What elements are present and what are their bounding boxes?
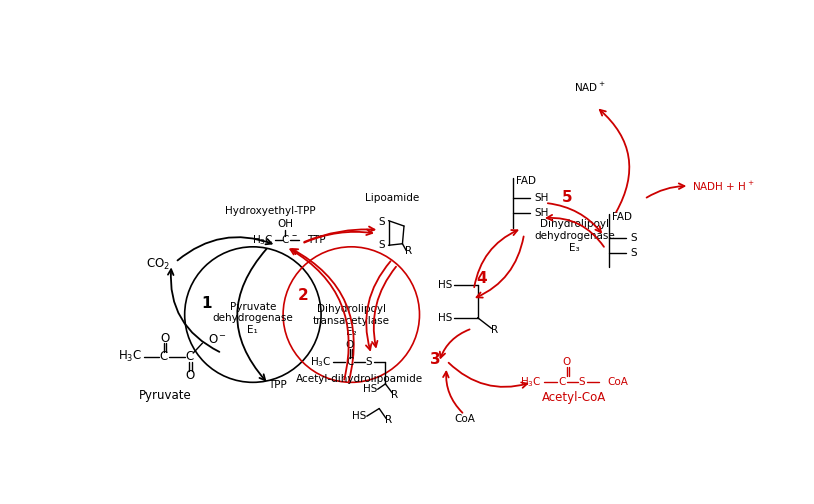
Text: C: C — [186, 350, 194, 363]
Text: O: O — [346, 340, 354, 350]
Text: S: S — [379, 217, 385, 227]
Text: S: S — [578, 377, 584, 388]
Text: O: O — [562, 357, 571, 367]
Text: NAD$^+$: NAD$^+$ — [574, 81, 606, 94]
Text: 3: 3 — [430, 352, 440, 367]
Text: R: R — [392, 390, 398, 400]
Text: FAD: FAD — [612, 212, 632, 222]
Text: Dihydrolipoyl
transacetylase
E₂: Dihydrolipoyl transacetylase E₂ — [313, 304, 390, 337]
Text: Dihydrolipoyl
dehydrogenase
E₃: Dihydrolipoyl dehydrogenase E₃ — [534, 219, 615, 253]
Text: OH: OH — [278, 219, 293, 229]
Text: C: C — [346, 357, 353, 367]
Text: Pyruvate: Pyruvate — [139, 389, 191, 402]
Text: NADH + H$^+$: NADH + H$^+$ — [692, 179, 755, 193]
Text: HS: HS — [439, 280, 453, 290]
Text: S: S — [630, 232, 637, 242]
Text: S: S — [365, 357, 373, 367]
Text: Lipoamide: Lipoamide — [365, 193, 419, 203]
Text: R: R — [385, 415, 392, 425]
Text: R: R — [405, 246, 412, 257]
Text: Pyruvate
dehydrogenase
E₁: Pyruvate dehydrogenase E₁ — [212, 302, 293, 335]
Text: 1: 1 — [201, 295, 212, 310]
Text: R: R — [491, 325, 498, 335]
Text: C: C — [558, 377, 566, 388]
Text: FAD: FAD — [515, 175, 536, 185]
Text: SH: SH — [534, 193, 549, 203]
Text: H$_3$C: H$_3$C — [520, 375, 542, 389]
Text: CO$_2$: CO$_2$ — [147, 257, 170, 272]
Text: O: O — [160, 332, 169, 345]
Text: –: – — [291, 230, 296, 240]
Text: CoA: CoA — [607, 377, 628, 388]
Text: Acetyl-CoA: Acetyl-CoA — [542, 391, 606, 404]
Text: 2: 2 — [298, 288, 309, 303]
Text: CoA: CoA — [454, 413, 475, 423]
Text: TPP: TPP — [269, 381, 287, 391]
Text: SH: SH — [534, 208, 549, 218]
Text: 5: 5 — [562, 190, 572, 205]
Text: H$_3$C: H$_3$C — [118, 349, 142, 364]
Text: 4: 4 — [476, 271, 487, 286]
Text: S: S — [379, 240, 385, 250]
Text: C: C — [282, 235, 289, 245]
Text: Hydroxyethyl-TPP: Hydroxyethyl-TPP — [225, 206, 316, 216]
Text: S: S — [630, 248, 637, 258]
Text: H$_3$C: H$_3$C — [309, 355, 331, 369]
Text: Acetyl-dihydrolipoamide: Acetyl-dihydrolipoamide — [296, 374, 423, 384]
Text: H$_3$C: H$_3$C — [252, 233, 274, 247]
Text: TTP: TTP — [307, 235, 326, 245]
Text: O$^-$: O$^-$ — [208, 334, 227, 346]
Text: HS: HS — [439, 312, 453, 323]
Text: C: C — [160, 350, 168, 363]
Text: HS: HS — [363, 384, 378, 394]
Text: O: O — [186, 369, 195, 382]
Text: HS: HS — [352, 411, 367, 421]
